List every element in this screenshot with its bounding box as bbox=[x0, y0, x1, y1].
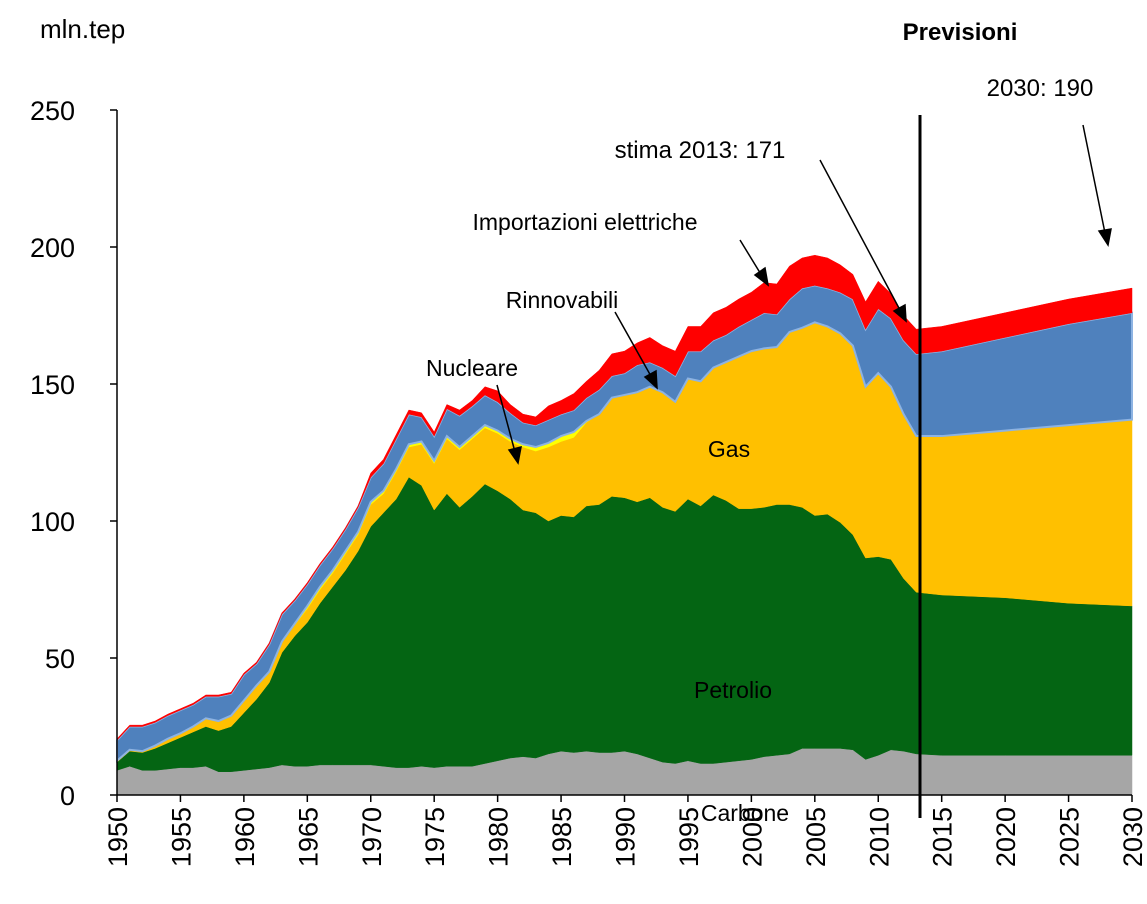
areas bbox=[116, 254, 1133, 796]
x-tick-label: 1955 bbox=[166, 807, 196, 867]
x-tick-label: 1970 bbox=[357, 807, 387, 867]
y-axis-label: mln.tep bbox=[40, 14, 125, 44]
series-label: Importazioni elettriche bbox=[473, 209, 698, 235]
x-tick-label: 2030 bbox=[1118, 807, 1147, 867]
y-tick-label: 250 bbox=[30, 96, 75, 126]
series-label: Gas bbox=[708, 436, 750, 462]
x-tick-label: 1975 bbox=[420, 807, 450, 867]
x-tick-label: 1980 bbox=[484, 807, 514, 867]
annotation: 2030: 190 bbox=[987, 75, 1094, 102]
x-tick-label: 1985 bbox=[547, 807, 577, 867]
x-tick-label: 2025 bbox=[1055, 807, 1085, 867]
x-tick-label: 2020 bbox=[991, 807, 1021, 867]
annotation: Previsioni bbox=[903, 19, 1018, 46]
y-tick-label: 100 bbox=[30, 507, 75, 537]
x-tick-label: 1965 bbox=[293, 807, 323, 867]
x-tick-label: 2010 bbox=[864, 807, 894, 867]
x-tick-label: 2015 bbox=[928, 807, 958, 867]
series-label: Petrolio bbox=[694, 677, 772, 703]
x-tick-label: 1960 bbox=[230, 807, 260, 867]
arrows bbox=[496, 124, 1112, 465]
x-tick-label: 1990 bbox=[611, 807, 641, 867]
series-label: Carbone bbox=[701, 800, 789, 826]
x-tick-label: 2000 bbox=[737, 807, 767, 867]
y-tick-label: 200 bbox=[30, 233, 75, 263]
y-tick-label: 0 bbox=[60, 781, 75, 811]
y-tick-label: 150 bbox=[30, 370, 75, 400]
area bbox=[116, 254, 1133, 741]
x-tick-label: 2005 bbox=[801, 807, 831, 867]
x-tick-label: 1950 bbox=[103, 807, 133, 867]
series-label: Nucleare bbox=[426, 355, 518, 381]
y-tick-label: 50 bbox=[45, 644, 75, 674]
annotation: stima 2013: 171 bbox=[615, 137, 786, 164]
x-tick-label: 1995 bbox=[674, 807, 704, 867]
series-label: Rinnovabili bbox=[506, 287, 619, 313]
